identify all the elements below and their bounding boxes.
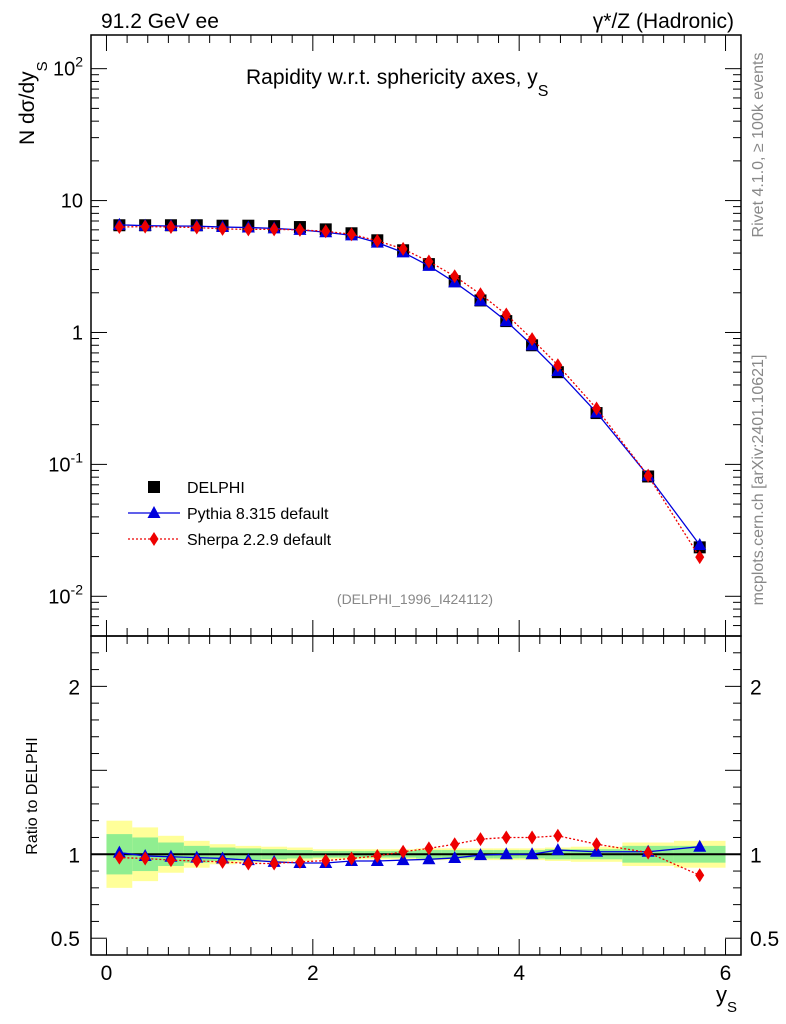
- sherpa-point: [450, 269, 460, 284]
- ratio-y-tick-label-right: 2: [750, 676, 762, 699]
- ratio-sherpa-point: [321, 853, 331, 868]
- sherpa-point: [527, 332, 537, 347]
- legend: DELPHI Pythia 8.315 default Sherpa 2.2.9 d…: [128, 480, 332, 549]
- sherpa-point: [643, 468, 653, 483]
- ratio-y-tick-label-right: 0.5: [750, 928, 779, 951]
- ratio-sherpa-point: [243, 856, 253, 871]
- legend-entry-pythia: Pythia 8.315 default: [128, 506, 329, 523]
- ratio-sherpa-point: [695, 868, 705, 883]
- sherpa-point: [243, 222, 253, 237]
- header-right: γ*/Z (Hadronic): [593, 10, 734, 33]
- ratio-y-tick-label-left: 2: [68, 676, 80, 699]
- ratio-y-tick-label-right: 1: [750, 844, 762, 867]
- x-tick-label: 2: [307, 962, 319, 985]
- legend-label-sherpa: Sherpa 2.2.9 default: [187, 532, 332, 549]
- sherpa-line: [119, 225, 701, 558]
- sherpa-point: [424, 254, 434, 269]
- x-tick-label: 6: [720, 962, 732, 985]
- ratio-sherpa-point: [450, 837, 460, 852]
- legend-marker-delphi: [148, 481, 160, 493]
- x-axis-label: yS: [716, 982, 737, 1016]
- sherpa-point: [140, 219, 150, 234]
- legend-marker-sherpa: [149, 532, 159, 546]
- ratio-pythia-point: [551, 843, 565, 856]
- ratio-sherpa-point: [372, 848, 382, 863]
- legend-entry-delphi: DELPHI: [148, 480, 245, 497]
- ratio-sherpa-point: [269, 856, 279, 871]
- sherpa-point: [372, 233, 382, 248]
- legend-marker-pythia: [147, 506, 161, 518]
- ratio-sherpa-point: [347, 851, 357, 866]
- ratio-pythia-point: [473, 848, 487, 861]
- sherpa-point: [295, 222, 305, 237]
- ratio-y-tick-label-left: 1: [68, 844, 80, 867]
- y-axis-label: N dσ/dyS: [16, 61, 51, 145]
- sherpa-point: [218, 221, 228, 236]
- y-tick-label: 10-1: [48, 449, 83, 476]
- y-tick-label: 102: [53, 54, 83, 81]
- analysis-tag: (DELPHI_1996_I424112): [337, 591, 493, 607]
- sherpa-point: [347, 227, 357, 242]
- legend-label-pythia: Pythia 8.315 default: [187, 506, 329, 523]
- ratio-sherpa-point: [114, 850, 124, 865]
- x-tick-label: 0: [101, 962, 113, 985]
- y-tick-label: 10: [61, 191, 83, 213]
- ratio-sherpa-point: [475, 832, 485, 847]
- axis-ticks: 0 2 4 6 10-2 10-1 1 10 102 0.5 0.5 1 1 2 2: [48, 35, 779, 985]
- legend-label-delphi: DELPHI: [187, 480, 245, 497]
- ratio-pythia-point: [499, 847, 513, 860]
- ratio-sherpa-point: [192, 853, 202, 868]
- plot-title: Rapidity w.r.t. sphericity axes, yS: [246, 66, 548, 100]
- series-layer: [112, 217, 707, 565]
- y-tick-label: 1: [72, 322, 83, 344]
- sherpa-point: [553, 358, 563, 373]
- ratio-y-axis-label: Ratio to DELPHI: [24, 737, 41, 854]
- rivet-label: Rivet 4.1.0, ≥ 100k events: [750, 53, 767, 238]
- series-delphi: [113, 219, 706, 554]
- ratio-sherpa: [114, 828, 705, 883]
- sherpa-point: [114, 220, 124, 235]
- ratio-sherpa-point: [398, 844, 408, 859]
- ratio-sherpa-point: [140, 851, 150, 866]
- sherpa-point: [269, 222, 279, 237]
- ratio-pythia-point: [422, 852, 436, 865]
- ratio-pythia-point: [448, 850, 462, 863]
- ratio-sherpa-point: [643, 845, 653, 860]
- x-tick-label: 4: [513, 962, 525, 985]
- sherpa-point: [501, 307, 511, 322]
- ratio-plot-frame: [90, 635, 742, 956]
- mcplots-label: mcplots.cern.ch [arXiv:2401.10621]: [750, 355, 767, 606]
- series-pythia: [112, 217, 707, 550]
- ratio-sherpa-point: [592, 837, 602, 852]
- ratio-sherpa-point: [424, 841, 434, 856]
- ratio-sherpa-point: [553, 828, 563, 843]
- sherpa-point: [695, 550, 705, 565]
- y-tick-label: 10-2: [48, 581, 83, 608]
- sherpa-point: [475, 287, 485, 302]
- ratio-series-layer: [112, 828, 707, 883]
- legend-entry-sherpa: Sherpa 2.2.9 default: [128, 532, 332, 549]
- ratio-pythia-point: [396, 853, 410, 866]
- header-left: 91.2 GeV ee: [101, 10, 219, 33]
- sherpa-point: [398, 241, 408, 256]
- ratio-sherpa-point: [501, 830, 511, 845]
- sherpa-point: [192, 220, 202, 235]
- ratio-sherpa-point: [166, 853, 176, 868]
- ratio-sherpa-point: [295, 854, 305, 869]
- series-sherpa: [114, 219, 705, 565]
- ratio-sherpa-point: [218, 854, 228, 869]
- ratio-pythia-point: [693, 839, 707, 852]
- pythia-point: [693, 537, 707, 550]
- sherpa-point: [592, 401, 602, 416]
- ratio-sherpa-point: [527, 830, 537, 845]
- ratio-pythia-point: [525, 847, 539, 860]
- sherpa-point: [321, 224, 331, 239]
- sherpa-point: [166, 220, 176, 235]
- ratio-y-tick-label-left: 0.5: [51, 928, 80, 951]
